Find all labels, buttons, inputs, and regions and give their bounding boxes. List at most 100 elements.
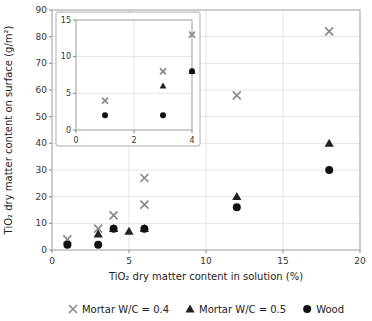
point	[233, 203, 241, 211]
point	[102, 98, 108, 104]
tick-label-x: 0	[49, 256, 55, 266]
tick-y	[49, 223, 52, 224]
tick-label-x: 4	[189, 136, 194, 145]
legend-label: Mortar W/C = 0.5	[199, 304, 286, 315]
point	[325, 27, 333, 35]
series	[102, 32, 195, 104]
point	[110, 211, 118, 219]
tick-y	[49, 90, 52, 91]
tick-y	[49, 36, 52, 37]
legend-label: Mortar W/C = 0.4	[82, 304, 169, 315]
y-axis-label: TiO₂ dry matter content on surface (g/m²…	[3, 25, 14, 235]
main-plot: 051015200102030405060708090TiO₂ dry matt…	[3, 5, 366, 282]
grid-line-x	[134, 20, 135, 130]
tick-x	[283, 250, 284, 253]
tick-label-y: 40	[36, 138, 48, 148]
legend-marker	[185, 304, 194, 312]
point	[94, 241, 102, 249]
tick-y	[73, 93, 76, 94]
tick-x	[206, 250, 207, 253]
grid	[52, 10, 360, 250]
grid	[76, 20, 192, 130]
tick-x	[52, 250, 53, 253]
point	[109, 224, 118, 232]
point	[233, 91, 241, 99]
series	[94, 139, 334, 238]
legend: Mortar W/C = 0.4 Mortar W/C = 0.5 Wood	[69, 304, 344, 315]
tick-label-x: 20	[354, 256, 366, 266]
legend-item: Mortar W/C = 0.5	[185, 304, 286, 315]
tick-y	[49, 116, 52, 117]
point	[160, 112, 166, 118]
tick-label-x: 15	[277, 256, 288, 266]
tick-y	[73, 56, 76, 57]
grid-line-y	[52, 170, 360, 171]
tick-label-y: 80	[36, 32, 48, 42]
grid-line-y	[76, 93, 192, 94]
point	[160, 83, 167, 89]
legend-marker	[69, 305, 77, 313]
tick-label-y: 30	[36, 165, 48, 175]
legend-marker	[303, 305, 311, 313]
tick-label-y: 10	[61, 52, 71, 61]
tick-label-y: 5	[66, 89, 71, 98]
chart: 051015200102030405060708090TiO₂ dry matt…	[0, 0, 372, 321]
point	[124, 227, 133, 235]
tick-label-y: 20	[36, 192, 48, 202]
tick-x	[360, 250, 361, 253]
legend-item: Mortar W/C = 0.4	[69, 304, 169, 315]
tick-label-x: 10	[200, 256, 212, 266]
tick-label-y: 50	[36, 112, 48, 122]
plot-frame	[76, 20, 192, 130]
tick-y	[49, 10, 52, 11]
tick-label-y: 0	[66, 126, 71, 135]
point	[189, 68, 195, 74]
tick-x	[129, 250, 130, 253]
inset-panel	[56, 12, 200, 146]
point	[94, 229, 103, 237]
grid-line-y	[52, 223, 360, 224]
point	[110, 225, 118, 233]
tick-label-x: 2	[131, 136, 136, 145]
point	[232, 192, 241, 200]
tick-y	[49, 63, 52, 64]
point	[189, 68, 196, 74]
tick-y	[73, 130, 76, 131]
plot-frame	[52, 10, 360, 250]
ticks: 051015200102030405060708090	[36, 5, 366, 266]
tick-y	[49, 196, 52, 197]
point	[325, 139, 334, 147]
grid-line-x	[206, 10, 207, 250]
tick-y	[49, 143, 52, 144]
tick-label-y: 10	[36, 218, 48, 228]
inset-plot: 0 2 4 0 5 10 15	[56, 12, 200, 146]
point	[140, 224, 149, 232]
tick-y	[73, 20, 76, 21]
point	[140, 174, 148, 182]
tick-label-y: 0	[41, 245, 47, 255]
point	[63, 241, 71, 249]
tick-label-x: 0	[73, 136, 78, 145]
series	[102, 68, 195, 118]
grid-line-y	[52, 196, 360, 197]
tick-x	[192, 130, 193, 133]
point	[140, 201, 148, 209]
tick-label-x: 5	[126, 256, 132, 266]
ticks: 0 2 4 0 5 10 15	[61, 16, 195, 145]
series	[63, 166, 333, 249]
tick-x	[134, 130, 135, 133]
tick-label-y: 15	[61, 16, 71, 25]
tick-label-y: 60	[36, 85, 48, 95]
tick-y	[49, 170, 52, 171]
series	[160, 68, 196, 89]
tick-label-y: 70	[36, 58, 48, 68]
tick-label-y: 90	[36, 5, 48, 15]
grid-line-y	[76, 56, 192, 57]
grid-line-x	[283, 10, 284, 250]
point	[189, 32, 195, 38]
legend-item: Wood	[303, 304, 344, 315]
points	[102, 32, 195, 119]
point	[160, 68, 166, 74]
tick-x	[76, 130, 77, 133]
x-axis-label: TiO₂ dry matter content in solution (%)	[108, 271, 303, 282]
